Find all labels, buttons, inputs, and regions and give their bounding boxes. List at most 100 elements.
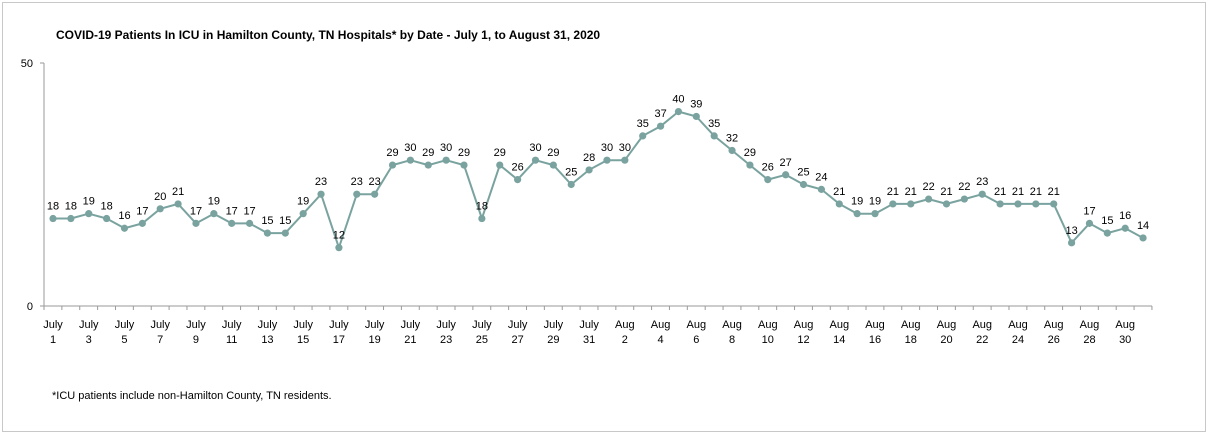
data-point	[656, 122, 665, 130]
x-tick-label-day: 15	[297, 334, 309, 346]
data-point	[531, 156, 540, 164]
x-tick-label-day: 31	[583, 334, 595, 346]
data-label: 27	[780, 157, 792, 169]
data-label: 18	[100, 201, 112, 213]
x-tick-label-month: Aug	[1008, 319, 1028, 331]
data-label: 21	[905, 186, 917, 198]
data-point	[1050, 200, 1058, 208]
x-tick-label-month: Aug	[972, 319, 992, 331]
footnote: *ICU patients include non-Hamilton Count…	[52, 390, 332, 402]
x-tick-label-month: July	[472, 319, 492, 331]
x-tick-label-day: 11	[226, 334, 237, 346]
data-point	[853, 210, 861, 218]
data-label: 18	[476, 201, 488, 213]
data-point	[710, 132, 718, 140]
x-tick-label-month: Aug	[687, 319, 707, 331]
data-label: 17	[190, 205, 202, 217]
data-point	[1067, 239, 1076, 247]
x-tick-label-month: Aug	[829, 319, 849, 331]
data-point	[907, 200, 915, 208]
data-label: 17	[1083, 205, 1095, 217]
data-point	[49, 214, 57, 223]
data-point	[85, 210, 93, 218]
data-point	[996, 200, 1004, 208]
data-point	[174, 200, 182, 208]
data-label: 25	[797, 167, 809, 179]
data-label: 29	[547, 147, 559, 159]
x-tick-label-month: July	[43, 319, 63, 331]
data-point	[799, 180, 808, 189]
y-tick-label: 0	[27, 301, 33, 313]
data-point	[639, 132, 647, 140]
x-tick-label-day: 18	[905, 334, 917, 346]
data-label: 37	[654, 108, 666, 120]
data-point	[1014, 200, 1022, 208]
x-tick-label-month: July	[115, 319, 135, 331]
x-tick-label-day: 20	[940, 334, 952, 346]
chart-title: COVID-19 Patients In ICU in Hamilton Cou…	[56, 28, 601, 42]
data-point	[782, 171, 790, 179]
x-tick-label-day: 21	[404, 334, 416, 346]
data-point	[388, 161, 397, 169]
x-tick-label-month: July	[436, 319, 456, 331]
data-point	[549, 161, 557, 169]
x-tick-label-day: 14	[833, 334, 845, 346]
data-label: 23	[369, 176, 381, 188]
data-label: 17	[226, 205, 238, 217]
data-point	[871, 210, 879, 218]
x-tick-label-month: Aug	[722, 319, 742, 331]
x-tick-label-month: Aug	[1115, 319, 1135, 331]
x-tick-label-month: July	[544, 319, 564, 331]
x-tick-label-day: 26	[1048, 334, 1060, 346]
x-tick-label-day: 28	[1083, 334, 1095, 346]
data-label: 19	[297, 196, 309, 208]
data-label: 29	[458, 147, 470, 159]
data-point	[585, 166, 593, 174]
x-tick-label-month: Aug	[937, 319, 957, 331]
data-label: 15	[1101, 215, 1113, 227]
x-tick-label-day: 2	[622, 334, 628, 346]
data-label: 29	[422, 147, 434, 159]
data-label: 30	[440, 142, 452, 154]
data-point	[299, 210, 307, 218]
x-tick-label-month: July	[222, 319, 242, 331]
data-point	[210, 210, 218, 218]
data-label: 13	[1065, 225, 1077, 237]
data-label: 28	[583, 152, 595, 164]
data-label: 21	[833, 186, 845, 198]
data-label: 22	[923, 181, 935, 193]
data-point	[925, 195, 933, 203]
x-tick-label-month: Aug	[615, 319, 635, 331]
x-tick-label-day: 16	[869, 334, 881, 346]
x-tick-label-day: 23	[440, 334, 452, 346]
data-label: 29	[744, 147, 756, 159]
x-tick-label-day: 9	[193, 334, 199, 346]
data-label: 19	[83, 196, 95, 208]
data-label: 16	[1119, 210, 1131, 222]
data-label: 18	[65, 201, 77, 213]
x-tick-label-day: 6	[693, 334, 699, 346]
data-label: 19	[869, 196, 881, 208]
data-point	[192, 219, 200, 227]
data-point	[692, 112, 700, 121]
data-point	[603, 156, 611, 164]
data-label: 35	[708, 118, 720, 130]
x-tick-label-month: July	[508, 319, 528, 331]
x-tick-label-month: July	[293, 319, 313, 331]
data-label: 29	[386, 147, 398, 159]
x-tick-label-month: July	[258, 319, 278, 331]
x-tick-label-month: Aug	[758, 319, 778, 331]
data-point	[228, 219, 236, 227]
data-label: 26	[762, 162, 774, 174]
data-point	[1139, 234, 1147, 242]
data-label: 25	[565, 167, 577, 179]
x-tick-label-day: 27	[511, 334, 523, 346]
x-tick-label-day: 17	[333, 334, 345, 346]
data-label: 23	[351, 176, 363, 188]
data-point	[103, 214, 111, 223]
x-tick-label-day: 3	[86, 334, 92, 346]
data-point	[1103, 229, 1111, 237]
x-tick-label-day: 29	[547, 334, 559, 346]
x-tick-label-day: 25	[476, 334, 488, 346]
